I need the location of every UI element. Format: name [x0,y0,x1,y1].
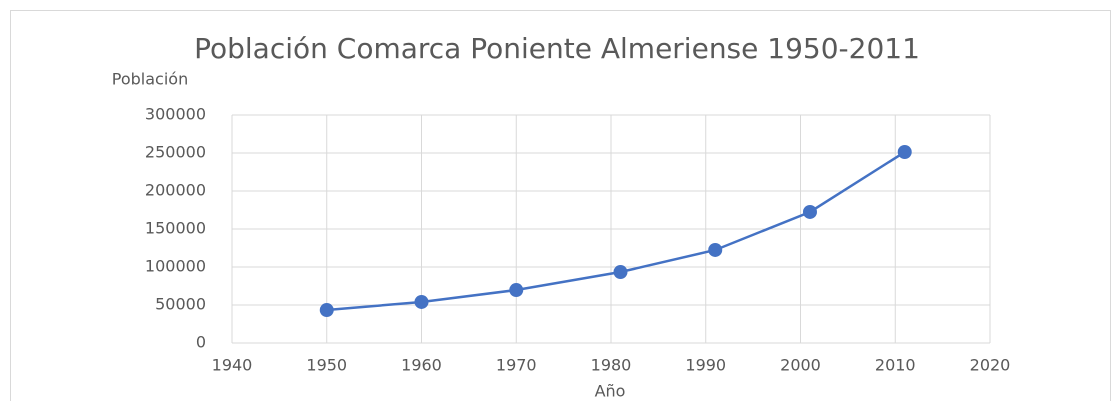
x-tick-label: 1990 [685,356,726,375]
data-point [897,145,912,160]
data-point [414,294,429,309]
x-tick-label: 2000 [780,356,821,375]
x-tick-label: 1980 [591,356,632,375]
y-tick-label: 0 [196,333,206,352]
y-tick-label: 300000 [145,105,206,124]
series-line [326,150,906,312]
chart-title: Población Comarca Poniente Almeriense 19… [194,32,920,65]
y-tick-label: 200000 [145,181,206,200]
y-tick-label: 250000 [145,143,206,162]
data-point [708,242,723,257]
x-tick-label: 1940 [212,356,253,375]
y-tick-label: 150000 [145,219,206,238]
x-tick-label: 2010 [875,356,916,375]
y-tick-label: 100000 [145,257,206,276]
chart-border [10,10,1111,401]
y-axis-label: Población [112,70,188,89]
data-point [613,265,628,280]
data-point [802,204,817,219]
x-tick-label: 1950 [306,356,347,375]
data-point [319,303,334,318]
x-tick-label: 2020 [970,356,1011,375]
x-tick-label: 1970 [496,356,537,375]
x-tick-label: 1960 [401,356,442,375]
data-point [509,283,524,298]
x-axis-label: Año [595,382,626,401]
y-tick-label: 50000 [155,295,206,314]
